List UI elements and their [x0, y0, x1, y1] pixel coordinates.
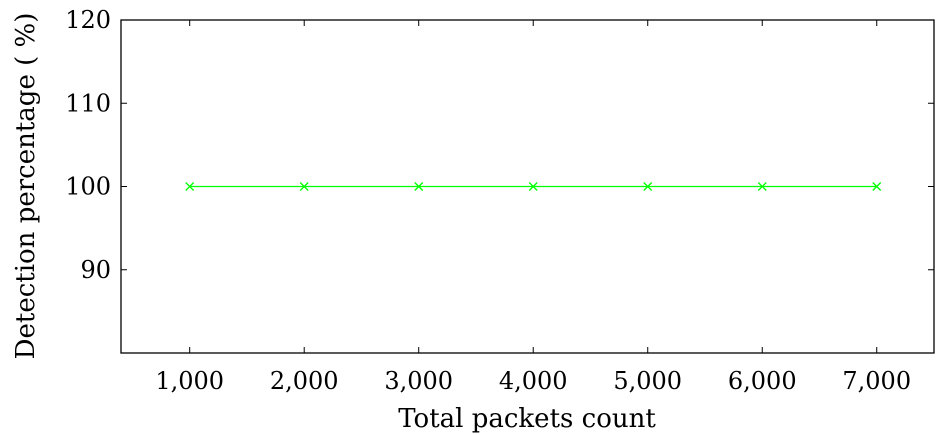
- data-point: [757, 182, 767, 191]
- x-tick-label: 6,000: [728, 367, 797, 395]
- y-tick-label: 90: [80, 256, 111, 284]
- x-tick-label: 2,000: [270, 367, 339, 395]
- y-tick-label: 120: [65, 6, 111, 34]
- data-point: [299, 182, 309, 191]
- y-tick-label: 100: [65, 173, 111, 201]
- x-tick-label: 1,000: [155, 367, 224, 395]
- x-axis-title: Total packets count: [398, 404, 656, 434]
- x-axis: 1,000 2,000 3,000 4,000 5,000 6,000 7,000: [155, 20, 911, 395]
- y-axis: 90 100 110 120: [65, 6, 934, 284]
- data-point: [414, 182, 424, 191]
- data-point: [872, 182, 882, 191]
- data-point: [643, 182, 653, 191]
- x-tick-label: 3,000: [384, 367, 453, 395]
- y-tick-label: 110: [65, 89, 111, 117]
- x-tick-label: 7,000: [842, 367, 911, 395]
- series-layer: [185, 182, 882, 191]
- data-point: [185, 182, 195, 191]
- data-point: [528, 182, 538, 191]
- x-tick-label: 5,000: [613, 367, 682, 395]
- y-axis-title: Detection percentage ( %): [11, 13, 41, 360]
- x-tick-label: 4,000: [499, 367, 568, 395]
